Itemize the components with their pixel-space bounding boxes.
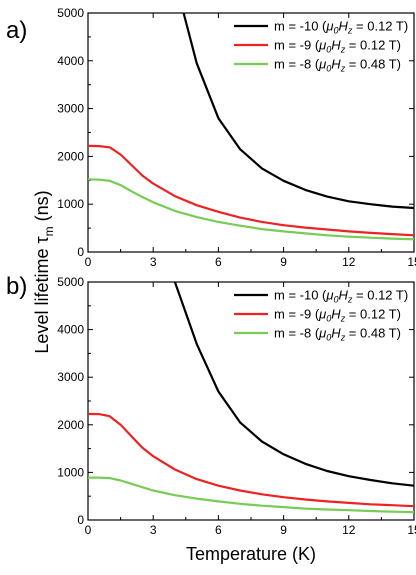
y-tick-label: 3000 xyxy=(57,370,84,384)
x-tick-label: 6 xyxy=(215,523,222,537)
x-tick-label: 6 xyxy=(215,255,222,269)
legend-label-2: m = -9 (μ0Hz = 0.12 T) xyxy=(274,307,401,324)
y-tick-label: 4000 xyxy=(57,323,84,337)
x-tick-label: 15 xyxy=(407,255,416,269)
y-tick-label: 5000 xyxy=(57,6,84,20)
y-axis-title: Level lifetime τm (ns) xyxy=(32,190,56,353)
y-tick-label: 3000 xyxy=(57,102,84,116)
y-tick-label: 1000 xyxy=(57,465,84,479)
x-tick-label: 9 xyxy=(280,255,287,269)
legend-label-3: m = -8 (μ0Hz = 0.48 T) xyxy=(274,326,401,343)
panel-b: b) 0 3 6 9 12 15 0 1000 2000 3000 4000 5000 m = -10 … xyxy=(6,273,416,537)
series-line-2 xyxy=(88,412,414,508)
x-tick-label: 3 xyxy=(150,523,157,537)
x-tick-label: 15 xyxy=(407,523,416,537)
series-line-2 xyxy=(88,144,414,237)
panel-label-b: b) xyxy=(6,273,27,300)
y-tick-label: 4000 xyxy=(57,54,84,68)
y-tick-label: 0 xyxy=(77,513,84,527)
series-line-1 xyxy=(182,13,414,210)
legend-label-3: m = -8 (μ0Hz = 0.48 T) xyxy=(274,57,401,74)
x-tick-label: 0 xyxy=(85,255,92,269)
panel-a: a) 0 3 6 9 12 15 0 1000 2000 3000 4000 5000 m = -10 … xyxy=(6,6,416,269)
x-tick-label: 9 xyxy=(280,523,287,537)
y-tick-label: 0 xyxy=(77,245,84,259)
y-tick-label: 2000 xyxy=(57,418,84,432)
x-tick-label: 3 xyxy=(150,255,157,269)
y-tick-label: 2000 xyxy=(57,149,84,163)
x-axis-title: Temperature (K) xyxy=(186,544,316,564)
series-line-1 xyxy=(173,282,414,487)
y-tick-label: 5000 xyxy=(57,275,84,289)
legend-label-1: m = -10 (μ0Hz = 0.12 T) xyxy=(274,288,408,305)
x-tick-label: 12 xyxy=(342,523,356,537)
series-line-3 xyxy=(88,476,414,514)
x-tick-label: 0 xyxy=(85,523,92,537)
panel-label-a: a) xyxy=(6,17,27,44)
series-line-3 xyxy=(88,178,414,241)
y-tick-label: 1000 xyxy=(57,197,84,211)
x-tick-label: 12 xyxy=(342,255,356,269)
legend-label-2: m = -9 (μ0Hz = 0.12 T) xyxy=(274,38,401,55)
legend-label-1: m = -10 (μ0Hz = 0.12 T) xyxy=(274,19,408,36)
